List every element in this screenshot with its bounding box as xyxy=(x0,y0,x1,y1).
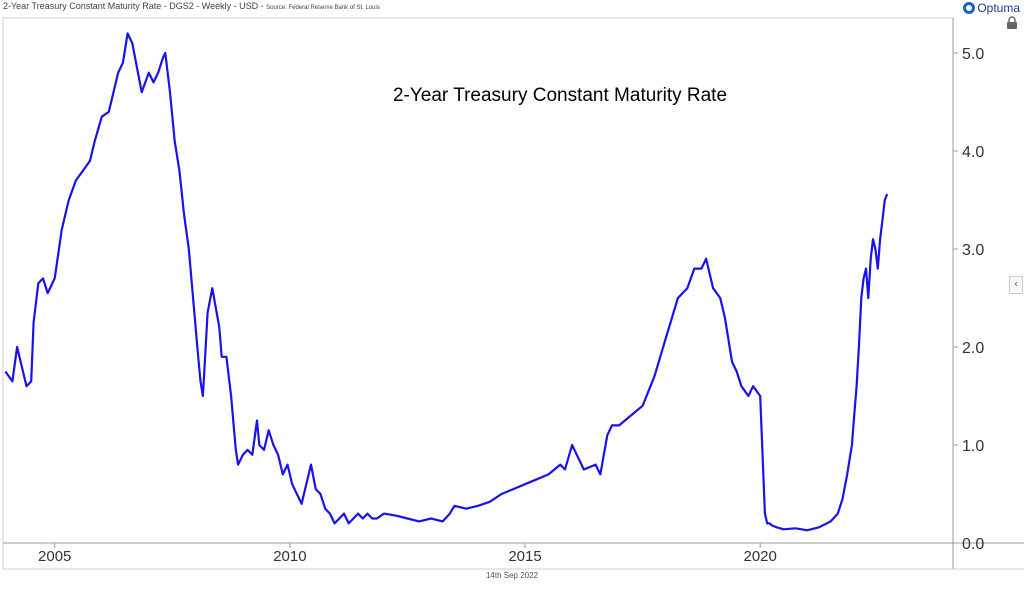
chart-title: 2-Year Treasury Constant Maturity Rate xyxy=(393,85,727,106)
y-tick-label: 5.0 xyxy=(962,46,984,63)
chart-header: 2-Year Treasury Constant Maturity Rate -… xyxy=(3,1,380,11)
optuma-logo-icon xyxy=(963,2,976,14)
series-line-dgs2 xyxy=(4,32,889,532)
y-tick-label: 1.0 xyxy=(962,438,984,455)
brand-name: Optuma xyxy=(977,1,1020,15)
y-axis-ticks: 0.0 1.0 2.0 3.0 4.0 5.0 xyxy=(953,46,984,553)
chart-date: 14th Sep 2022 xyxy=(485,571,539,580)
y-tick-label: 2.0 xyxy=(962,340,984,357)
optuma-logo: Optuma xyxy=(963,1,1020,15)
x-tick-label: 2020 xyxy=(743,548,776,565)
y-tick-label: 3.0 xyxy=(962,242,984,259)
x-tick-label: 2005 xyxy=(38,548,71,565)
x-tick-label: 2010 xyxy=(273,548,306,565)
plot-frame xyxy=(2,17,954,570)
x-tick-label: 2015 xyxy=(508,548,541,565)
x-axis-ticks: 2005 2010 2015 2020 xyxy=(38,543,777,565)
y-tick-label: 0.0 xyxy=(962,536,984,553)
collapse-panel-button[interactable]: ‹ xyxy=(1009,276,1023,294)
y-tick-label: 4.0 xyxy=(962,144,984,161)
header-source: Source: Federal Reserve Bank of St. Loui… xyxy=(266,5,380,11)
header-title: 2-Year Treasury Constant Maturity Rate -… xyxy=(3,1,264,11)
lock-icon[interactable] xyxy=(1006,16,1018,30)
